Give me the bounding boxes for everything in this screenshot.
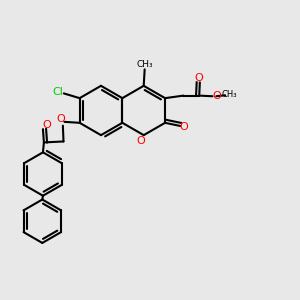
Text: CH₃: CH₃ xyxy=(137,60,153,69)
Text: O: O xyxy=(212,91,221,100)
Text: O: O xyxy=(179,122,188,132)
Text: CH₃: CH₃ xyxy=(221,90,237,99)
Text: O: O xyxy=(137,136,146,146)
Text: O: O xyxy=(56,114,65,124)
Text: Cl: Cl xyxy=(53,87,64,97)
Text: O: O xyxy=(43,120,51,130)
Text: O: O xyxy=(194,73,203,83)
